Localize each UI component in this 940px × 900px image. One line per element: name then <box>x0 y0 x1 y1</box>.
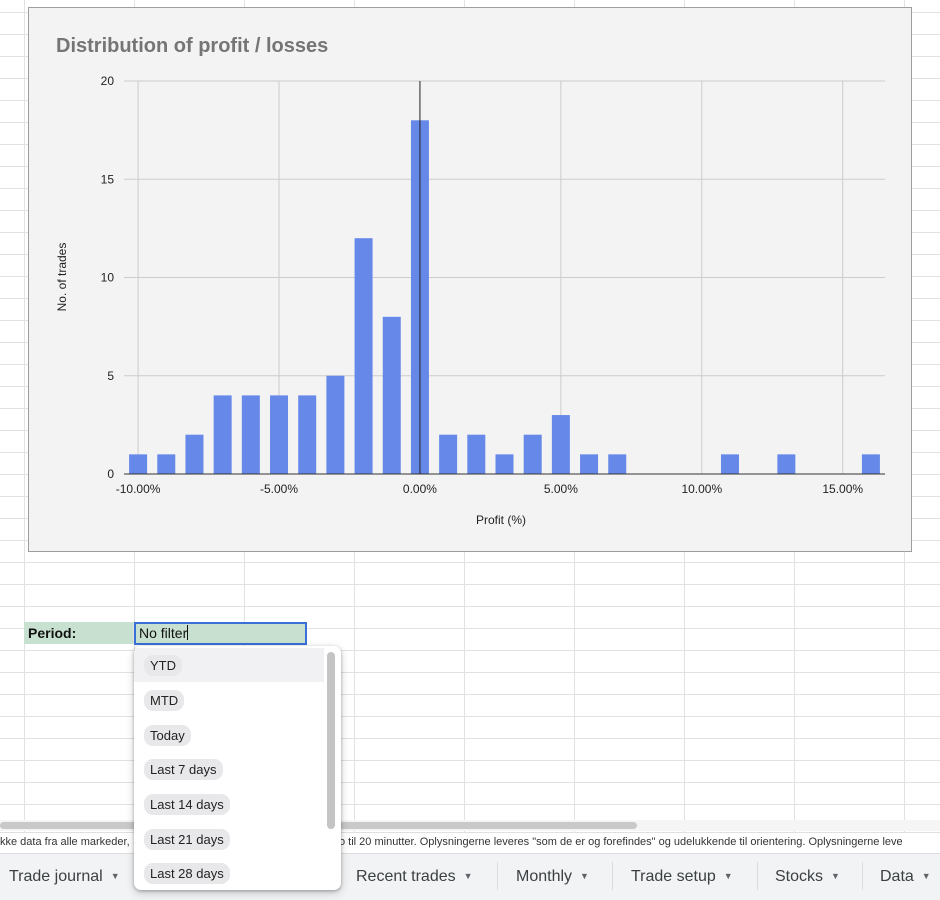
histogram-bar <box>298 395 317 474</box>
tab-divider <box>862 862 863 890</box>
tab-label: Recent trades <box>356 868 456 885</box>
option-chip: YTD <box>144 655 182 676</box>
tab-menu-arrow-icon[interactable]: ▼ <box>463 871 473 881</box>
tab-label: Trade setup <box>631 868 716 885</box>
period-filter-value: No filter <box>139 625 188 641</box>
tab-menu-arrow-icon[interactable]: ▼ <box>921 871 931 881</box>
dropdown-option-mtd[interactable]: MTD <box>134 683 324 717</box>
option-chip: MTD <box>144 690 185 711</box>
disclaimer-text-left: kke data fra alle markeder, <box>0 836 130 848</box>
tab-trade-setup[interactable]: Trade setup ▼ <box>631 854 733 898</box>
x-tick-label: 15.00% <box>822 482 863 496</box>
histogram-bar <box>241 395 260 474</box>
tab-label: Trade journal <box>9 868 103 885</box>
x-tick-label: -5.00% <box>260 482 298 496</box>
histogram-bar <box>523 434 542 474</box>
tab-menu-arrow-icon[interactable]: ▼ <box>580 871 589 881</box>
option-chip: Last 7 days <box>144 759 223 780</box>
histogram-bar <box>185 434 204 474</box>
chart-title: Distribution of profit / losses <box>56 35 328 57</box>
histogram-bar <box>551 415 570 474</box>
option-chip: Last 21 days <box>144 829 230 850</box>
y-axis-label: No. of trades <box>55 243 69 312</box>
period-filter-cell[interactable]: No filter <box>134 622 307 645</box>
histogram-bar <box>213 395 232 474</box>
option-chip: Today <box>144 725 191 746</box>
x-tick-label: 5.00% <box>544 482 578 496</box>
histogram-bar <box>777 454 796 474</box>
tab-data[interactable]: Data ▼ <box>880 854 931 898</box>
x-axis-label: Profit (%) <box>476 513 526 527</box>
tab-menu-arrow-icon[interactable]: ▼ <box>831 871 840 881</box>
histogram-bar <box>326 375 345 474</box>
dropdown-option-last-7-days[interactable]: Last 7 days <box>134 752 324 786</box>
dropdown-option-today[interactable]: Today <box>134 718 324 752</box>
tab-divider <box>612 862 613 890</box>
text-cursor <box>187 625 189 640</box>
tab-monthly[interactable]: Monthly ▼ <box>516 854 589 898</box>
histogram-bar <box>439 434 458 474</box>
histogram-bar <box>467 434 486 474</box>
histogram-bar <box>495 454 514 474</box>
period-dropdown-menu[interactable]: YTD MTD Today Last 7 days Last 14 days L… <box>134 646 341 890</box>
histogram-bar <box>157 454 176 474</box>
x-tick-label: 10.00% <box>681 482 722 496</box>
histogram-bar <box>354 238 373 474</box>
dropdown-option-last-28-days[interactable]: Last 28 days <box>134 856 324 890</box>
histogram-bar <box>129 454 148 474</box>
chart-tick-labels: 0 5 10 15 20 -10.00% -5.00% 0.00% 5.00% 10.00% 15.… <box>101 74 864 496</box>
tab-label: Stocks <box>775 868 824 885</box>
y-tick-label: 5 <box>107 369 114 383</box>
dropdown-scrollbar[interactable] <box>327 652 335 829</box>
tab-trade-journal[interactable]: Trade journal ▼ <box>9 854 120 898</box>
dropdown-option-ytd[interactable]: YTD <box>134 648 324 682</box>
tab-menu-arrow-icon[interactable]: ▼ <box>723 871 733 881</box>
option-chip: Last 28 days <box>144 863 230 884</box>
disclaimer-text-right: o til 20 minutter. Oplysningerne leveres… <box>339 836 903 848</box>
dropdown-option-last-21-days[interactable]: Last 21 days <box>134 822 324 856</box>
chart-bars <box>129 120 880 475</box>
histogram-bar <box>270 395 289 474</box>
tab-stocks[interactable]: Stocks ▼ <box>775 854 840 898</box>
histogram-bar <box>608 454 627 474</box>
tab-recent-trades[interactable]: Recent trades ▼ <box>356 854 473 898</box>
histogram-bar <box>720 454 739 474</box>
x-tick-label: -10.00% <box>116 482 161 496</box>
period-label-cell[interactable]: Period: <box>24 622 134 644</box>
tab-label: Data <box>880 868 914 885</box>
tab-divider <box>757 862 758 890</box>
histogram-bar <box>382 316 401 474</box>
chart-axes <box>124 81 885 475</box>
tab-label: Monthly <box>516 868 573 885</box>
chart-gridlines <box>124 80 885 475</box>
histogram-bar <box>580 454 599 474</box>
histogram-bar <box>861 454 880 474</box>
y-tick-label: 20 <box>101 74 115 88</box>
y-tick-label: 15 <box>101 172 115 186</box>
y-tick-label: 0 <box>107 467 114 481</box>
y-tick-label: 10 <box>101 271 115 285</box>
tab-divider <box>497 862 498 890</box>
option-chip: Last 14 days <box>144 794 230 815</box>
chart-svg: Distribution of profit / losses 0 5 10 15 20… <box>55 35 885 527</box>
histogram-chart[interactable]: Distribution of profit / losses 0 5 10 15 20… <box>28 7 912 552</box>
tab-menu-arrow-icon[interactable]: ▼ <box>110 871 120 881</box>
x-tick-label: 0.00% <box>403 482 437 496</box>
dropdown-option-last-14-days[interactable]: Last 14 days <box>134 787 324 821</box>
